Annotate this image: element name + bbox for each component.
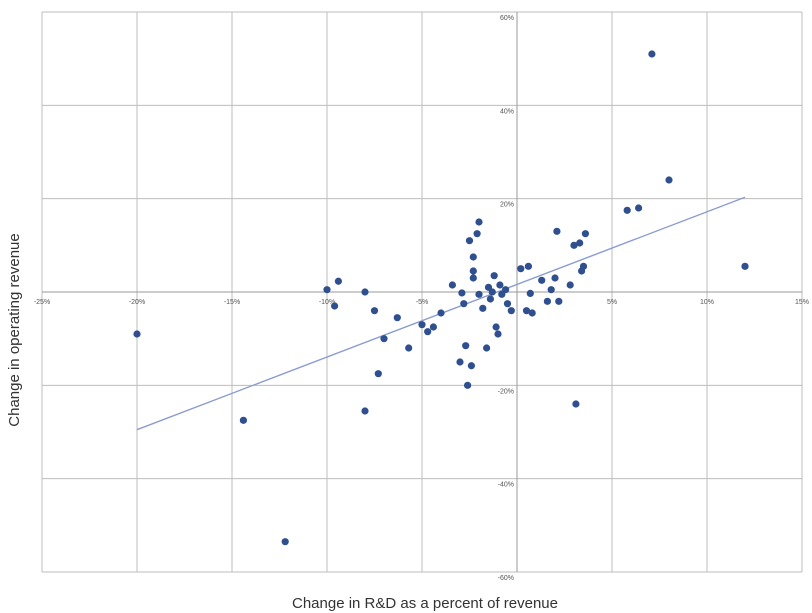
data-point: [648, 50, 656, 58]
x-tick-label: 15%: [795, 299, 809, 306]
data-point: [507, 307, 515, 315]
y-tick-label: 60%: [500, 15, 514, 22]
x-axis-title: Change in R&D as a percent of revenue: [292, 595, 558, 612]
data-point: [405, 344, 413, 352]
y-tick-label: 20%: [500, 202, 514, 209]
x-tick-label: -25%: [34, 299, 50, 306]
data-point: [579, 262, 588, 270]
data-point: [538, 276, 546, 284]
data-point: [393, 314, 401, 322]
data-point: [555, 297, 563, 305]
data-point: [361, 288, 369, 296]
data-point: [469, 274, 477, 282]
y-tick-label: 40%: [500, 108, 514, 115]
data-point: [502, 286, 510, 294]
data-point: [361, 407, 369, 415]
data-point: [517, 265, 525, 273]
data-point: [475, 218, 483, 226]
data-point: [462, 342, 470, 350]
data-point: [464, 381, 472, 389]
data-point: [623, 206, 631, 214]
data-point: [456, 358, 464, 366]
data-point: [490, 272, 498, 280]
data-point: [460, 300, 468, 308]
data-point: [469, 267, 477, 275]
data-point: [448, 281, 456, 289]
data-point: [522, 307, 531, 315]
data-point: [553, 227, 561, 235]
data-point: [475, 290, 483, 298]
data-point: [331, 302, 339, 310]
data-point: [458, 289, 466, 297]
data-point: [370, 307, 379, 315]
data-point: [547, 286, 555, 294]
data-point: [374, 370, 382, 378]
data-point: [741, 262, 749, 270]
y-tick-label: -40%: [498, 482, 514, 489]
x-tick-label: 10%: [700, 299, 714, 306]
data-point: [496, 281, 504, 289]
data-point: [483, 344, 491, 352]
data-point: [576, 239, 584, 247]
x-tick-label: -15%: [224, 299, 240, 306]
data-point: [551, 274, 559, 282]
data-point: [635, 204, 643, 212]
data-point: [467, 362, 475, 370]
y-tick-label: -60%: [498, 575, 514, 582]
data-point: [469, 253, 477, 261]
data-point: [488, 288, 496, 296]
x-tick-label: 5%: [607, 299, 617, 306]
data-point: [528, 309, 536, 317]
data-point: [526, 289, 534, 297]
data-point: [133, 330, 141, 338]
tick-labels: -25% -20% -15% -10% -5% 5% 10% 15% -60% -40% -20% 2…: [34, 15, 809, 582]
data-point: [665, 176, 673, 184]
data-point: [465, 237, 474, 245]
data-point: [323, 286, 331, 294]
data-point: [570, 241, 578, 249]
data-point: [572, 400, 580, 408]
data-point: [494, 330, 502, 338]
x-tick-label: -10%: [319, 299, 335, 306]
data-point: [503, 300, 512, 308]
y-axis-title: Change in operating revenue: [6, 233, 23, 426]
data-point: [543, 297, 552, 305]
data-point: [524, 262, 533, 270]
x-tick-label: -20%: [129, 299, 145, 306]
x-tick-label: -5%: [416, 299, 428, 306]
data-point: [437, 309, 445, 317]
data-point: [479, 304, 487, 312]
data-point: [424, 328, 432, 336]
data-point: [473, 230, 481, 238]
data-point: [492, 323, 500, 331]
data-points: [133, 50, 749, 546]
data-point: [486, 295, 494, 303]
data-point: [281, 538, 289, 546]
data-point: [334, 277, 342, 285]
data-point: [581, 230, 590, 238]
axes: [42, 12, 802, 572]
y-tick-label: -20%: [498, 388, 514, 395]
data-point: [566, 281, 574, 289]
data-point: [418, 321, 426, 329]
data-point: [239, 416, 247, 424]
data-point: [429, 323, 437, 331]
data-point: [380, 335, 388, 343]
